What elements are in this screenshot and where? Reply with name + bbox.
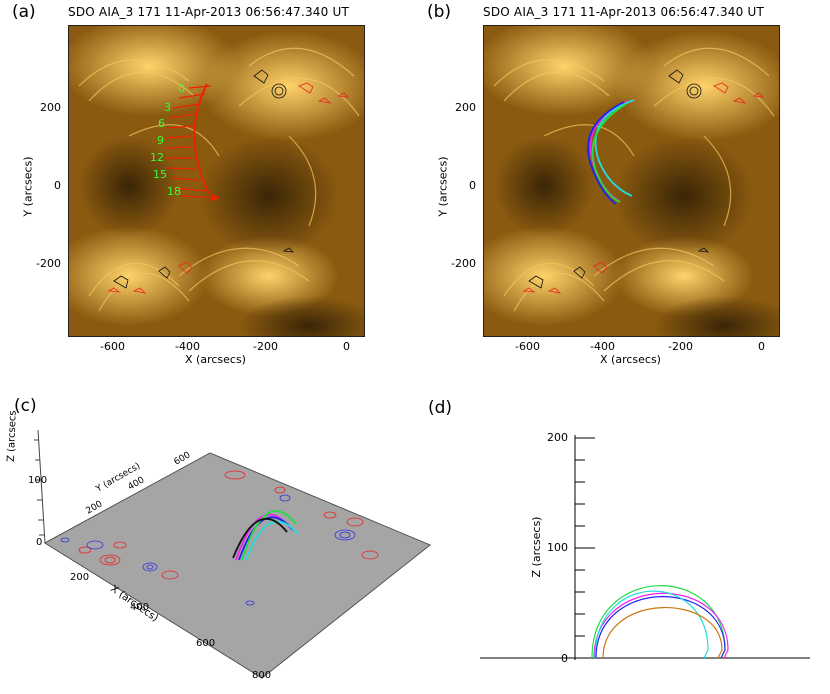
panel-b-title: SDO AIA_3 171 11-Apr-2013 06:56:47.340 U… [483, 5, 764, 19]
loop-green [241, 510, 297, 561]
panel-a-xtick: -400 [175, 340, 200, 353]
panel-d-label: (d) [428, 398, 453, 418]
panel-a-image-svg: 0 3 6 9 12 15 18 [69, 26, 364, 336]
panel-a-slit-arrows [164, 83, 220, 202]
loop-cyan [245, 520, 299, 561]
panel-b-ytick: -200 [451, 257, 476, 270]
panel-c-extrapolated-loops [232, 510, 299, 561]
panel-a-ytick: 200 [40, 101, 61, 114]
panel-b-xlabel: X (arcsecs) [600, 353, 661, 366]
panel-d-curve-magenta [593, 592, 729, 659]
panel-b-xtick: -400 [590, 340, 615, 353]
panel-a-title: SDO AIA_3 171 11-Apr-2013 06:56:47.340 U… [68, 5, 349, 19]
slit-number: 15 [153, 168, 167, 181]
panel-a-slit-numbers: 0 3 6 9 12 15 18 [150, 82, 185, 198]
panel-a-ylabel: Y (arcsecs) [21, 156, 35, 217]
panel-d-ytick: 0 [561, 652, 568, 665]
slit-number: 12 [150, 151, 164, 164]
panel-d-curve-orange [602, 607, 723, 659]
slit-number: 9 [157, 134, 164, 147]
panel-b-xtick: 0 [758, 340, 765, 353]
panel-c-xtick: 800 [252, 670, 271, 681]
panel-d-ytick: 100 [547, 541, 568, 554]
loop-green [591, 103, 627, 203]
panel-c-z-axis [37, 429, 46, 544]
panel-d-curve-cyan [594, 590, 709, 659]
loop-cyan [594, 99, 635, 197]
slit-number: 18 [167, 185, 181, 198]
panel-a-xtick: -200 [253, 340, 278, 353]
panel-b-aia-image [483, 25, 780, 337]
panel-a-xlabel: X (arcsecs) [185, 353, 246, 366]
slit-number: 6 [158, 117, 165, 130]
panel-d-curve-green [591, 585, 726, 659]
panel-a-label: (a) [12, 2, 36, 22]
panel-d-curves [591, 585, 729, 659]
panel-c-label: (c) [14, 396, 37, 416]
loop-black [232, 517, 288, 559]
panel-c-3d-plot: Z (arcsecs) 100 0 Y (arcsecs) 200 400 60… [6, 410, 431, 681]
panel-a-xtick: 0 [343, 340, 350, 353]
slit-number: 0 [178, 82, 185, 95]
panel-b-image-svg [484, 26, 779, 336]
loop-blue [587, 101, 625, 205]
panel-c-ztick: 0 [36, 537, 42, 548]
panel-c-xtick: 400 [130, 602, 149, 613]
panel-b-ytick: 200 [455, 101, 476, 114]
panel-b-label: (b) [427, 2, 452, 22]
panel-b-extrapolated-loops [587, 99, 635, 205]
panel-d-curve-blue [595, 596, 726, 659]
panel-c-magnetogram-plane [44, 452, 431, 679]
panel-c-ztick: 100 [28, 475, 47, 486]
panel-c-xtick: 600 [196, 638, 215, 649]
panel-d-ylabel: Z (arcsecs) [530, 517, 543, 578]
panel-b-xtick: -200 [668, 340, 693, 353]
panel-d-chart: 200 100 0 Z (arcsecs) [480, 431, 810, 665]
panel-a-ytick: -200 [36, 257, 61, 270]
panel-b-xtick: -600 [515, 340, 540, 353]
panel-a-aia-image: 0 3 6 9 12 15 18 [68, 25, 365, 337]
panel-d-ytick: 200 [547, 431, 568, 444]
panel-d-ticks [575, 437, 595, 659]
panel-b-ylabel: Y (arcsecs) [436, 156, 450, 217]
panel-b-ytick: 0 [469, 179, 476, 192]
slit-number: 3 [164, 101, 171, 114]
panel-a-ytick: 0 [54, 179, 61, 192]
panel-a-xtick: -600 [100, 340, 125, 353]
panel-c-xtick: 200 [70, 572, 89, 583]
panel-c-z-title: Z (arcsecs) [6, 410, 19, 462]
